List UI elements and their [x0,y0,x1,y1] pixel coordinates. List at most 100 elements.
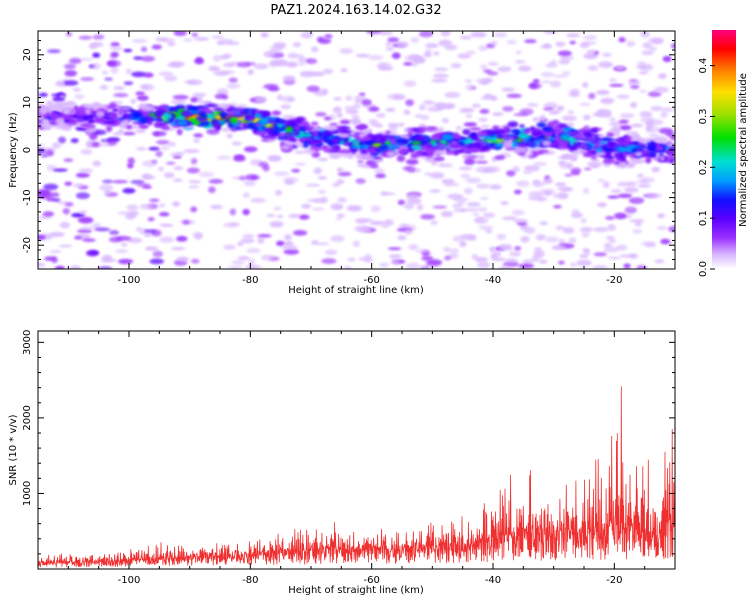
spectrogram-cell [609,78,617,83]
spectrogram-cell [135,91,146,96]
spectrogram-x-axis-label: Height of straight line (km) [288,285,424,296]
spectrogram-cell [176,128,183,136]
snr-plot-area [38,331,675,569]
spectrogram-cell [489,184,502,190]
spectrogram-cell [250,197,266,203]
spectrogram-cell [385,107,396,112]
spectrogram-cell [492,112,504,117]
spectrogram-cell [248,258,255,266]
spectrogram-cell [388,254,402,259]
spectrogram-cell [583,167,592,171]
spectrogram-cell [172,94,189,100]
spectrogram-cell [630,84,640,89]
spectrogram-cell [441,162,453,168]
spectrogram-cell [255,113,262,119]
spectrogram-cell [396,41,409,48]
spectrogram-cell [596,147,603,153]
spectrogram-cell [200,113,208,119]
x-tick-label: -20 [606,275,622,286]
spectrogram-cell [312,198,329,204]
spectrogram-cell [285,126,294,132]
spectrogram-cell [524,39,537,44]
spectrogram-cell [595,151,607,157]
spectrogram-cell [139,116,147,124]
spectrogram-cell [99,84,109,90]
spectrogram-cell [294,162,307,166]
spectrogram-cell [41,154,48,158]
spectrogram-cell [654,259,665,264]
spectrogram-cell [430,220,438,226]
spectrogram-cell [166,161,176,165]
spectrogram-cell [171,247,186,251]
spectrogram-cell [317,176,328,180]
spectrogram-cell [619,125,632,131]
spectrogram-cell [336,179,345,185]
spectrogram-cell [74,93,85,100]
x-tick-label: -40 [485,575,501,586]
spectrogram-cell [607,195,620,199]
colorbar-ticks: 0.0 0.1 0.2 0.3 0.4 [698,58,715,277]
spectrogram-cell [636,173,645,179]
spectrogram-cell [143,72,154,78]
spectrogram-cell [55,117,65,125]
spectrogram-cell [321,258,337,264]
spectrogram-cell [266,213,276,218]
spectrogram-cell [167,62,182,68]
spectrogram-cell [355,124,368,130]
spectrogram-cell [317,157,329,162]
spectrogram-cell [587,153,594,157]
spectrogram-cell [122,131,136,136]
spectrogram-cell [135,226,142,232]
spectrogram-cell [557,50,572,57]
spectrogram-cell [616,244,628,251]
spectrogram-cell [87,117,95,124]
spectrogram-cell [593,227,609,233]
spectrogram-cell [441,117,449,124]
spectrogram-cell [257,234,272,238]
spectrogram-cell [355,53,370,58]
spectrogram-cell [475,183,491,189]
spectrogram-cell [582,145,590,150]
spectrogram-cell [78,57,94,61]
spectrogram-cell [429,172,445,179]
spectrogram-cell [469,127,482,131]
spectrogram-cell [463,187,473,195]
spectrogram-cell [466,201,481,208]
spectrogram-cell [569,88,581,94]
spectrogram-cell [429,189,441,193]
spectrogram-cell [415,249,430,254]
spectrogram-cell [623,263,631,269]
spectrogram-cell [160,145,170,151]
spectrogram-cell [371,123,382,127]
spectrogram-cell [346,205,363,212]
spectrogram-cell [600,140,607,146]
spectrogram-cell [579,226,593,233]
spectrogram-cell [405,99,415,107]
spectrogram-cell [198,100,210,105]
spectrogram-cell [294,142,302,146]
spectrogram-cell [539,221,548,226]
spectrogram-cell [132,38,148,44]
spectrogram-cell [154,132,160,136]
spectrogram-cell [640,31,650,38]
spectrogram-cell [47,49,61,54]
spectrogram-cell [519,124,525,129]
spectrogram-cell [570,167,582,174]
spectrogram-cell [471,254,479,260]
spectrogram-cell [532,117,540,122]
spectrogram-cell [359,227,372,233]
spectrogram-cell [390,258,400,266]
spectrogram-cell [618,119,629,124]
spectrogram-cell [70,138,79,144]
x-tick-label: -60 [363,575,379,586]
spectrogram-cell [522,169,533,175]
spectrogram-cell [514,246,522,251]
spectrogram-cell [425,126,438,130]
spectrogram-cell [518,132,529,139]
snr-y-axis-label: SNR (10 * v/v) [8,414,19,485]
spectrogram-cell [374,168,385,175]
spectrogram-cell [450,135,464,139]
spectrogram-cell [609,117,616,122]
spectrogram-cell [475,166,491,173]
